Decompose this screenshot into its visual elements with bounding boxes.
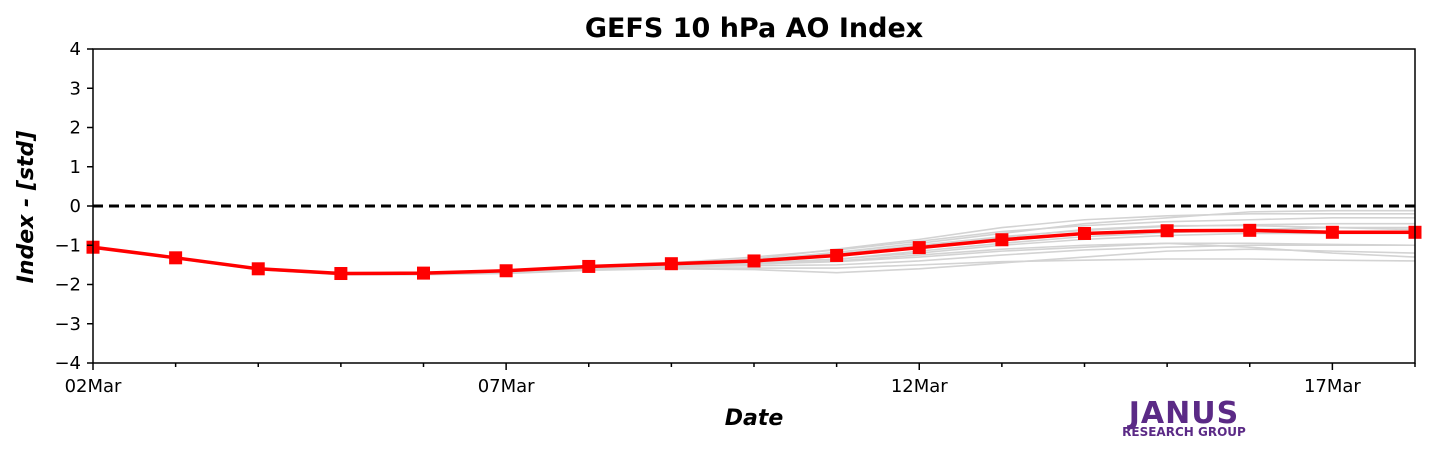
x-axis-ticks: 02Mar 07Mar 12Mar 17Mar — [65, 363, 1416, 397]
mean-series-marker — [1078, 226, 1091, 240]
mean-series-marker — [169, 251, 183, 265]
chart-title: GEFS 10 hPa AO Index — [585, 13, 923, 44]
x-tick-label: 02Mar — [65, 376, 122, 397]
logo-wordmark: JANUS — [1127, 396, 1239, 431]
x-tick-label: 12Mar — [891, 376, 948, 397]
mean-series-marker — [499, 264, 513, 278]
y-tick-label: 1 — [70, 157, 81, 178]
y-tick-label: 3 — [70, 78, 81, 99]
y-tick-label: 4 — [70, 39, 81, 60]
x-axis-label: Date — [725, 406, 784, 431]
janus-logo: JANUS RESEARCH GROUP — [1122, 396, 1246, 439]
mean-series-marker — [251, 262, 265, 276]
mean-series-marker — [995, 233, 1009, 247]
y-tick-label: −1 — [54, 235, 81, 256]
x-tick-label: 17Mar — [1304, 376, 1361, 397]
mean-series-marker — [747, 254, 761, 268]
mean-series-marker — [1325, 225, 1339, 239]
y-tick-label: 0 — [70, 196, 81, 217]
logo-subtitle: RESEARCH GROUP — [1122, 425, 1246, 439]
mean-series-marker — [1160, 224, 1174, 238]
x-tick-label: 07Mar — [478, 376, 535, 397]
y-axis-label: Index - [std] — [14, 131, 39, 284]
y-tick-label: −2 — [54, 275, 81, 296]
mean-series-marker — [912, 241, 926, 255]
y-axis-ticks: −4 −3 −2 −1 0 1 2 3 4 — [54, 39, 93, 374]
mean-series-marker — [830, 248, 844, 262]
mean-series — [86, 223, 1422, 281]
mean-series-marker — [417, 266, 430, 280]
mean-series-marker — [664, 257, 678, 271]
mean-series-marker — [334, 267, 348, 281]
y-tick-label: −3 — [54, 314, 81, 335]
mean-series-marker — [582, 259, 596, 273]
y-tick-label: 2 — [70, 118, 81, 139]
mean-series-marker — [1243, 223, 1257, 237]
y-tick-label: −4 — [54, 353, 81, 374]
